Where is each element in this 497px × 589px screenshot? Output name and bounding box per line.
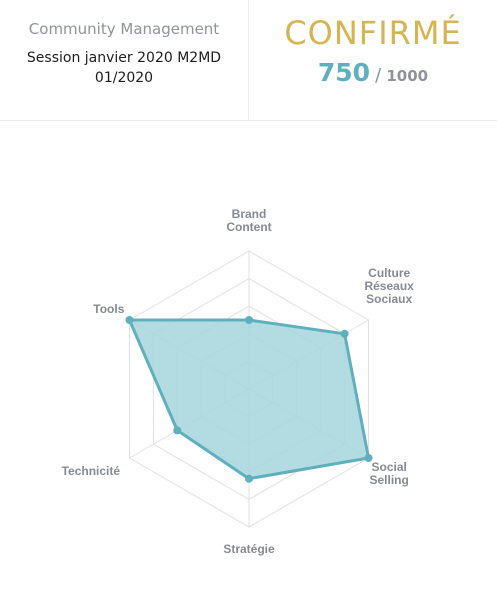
data-point xyxy=(245,316,253,324)
score-separator: / xyxy=(375,65,382,86)
axis-label: Technicité xyxy=(62,464,121,478)
radar-series xyxy=(125,316,373,483)
axis-label: Selling xyxy=(369,473,408,487)
axis-label: Réseaux xyxy=(364,279,414,293)
series-area xyxy=(127,318,371,481)
data-point xyxy=(340,329,349,338)
radar-chart: BrandContentCultureRéseauxSociauxSocialS… xyxy=(62,207,415,556)
axis-label: Stratégie xyxy=(223,542,275,556)
header: Community Management Session janvier 202… xyxy=(0,0,497,121)
data-point xyxy=(125,316,134,324)
score-info: CONFIRMÉ 750 / 1000 xyxy=(249,0,497,120)
score-value: 750 xyxy=(317,58,371,87)
data-point xyxy=(245,474,253,483)
session-name: Session janvier 2020 M2MD 01/2020 xyxy=(6,48,242,88)
data-point xyxy=(364,454,373,462)
axis-label: Culture xyxy=(368,266,410,280)
radar-axis-labels: BrandContentCultureRéseauxSociauxSocialS… xyxy=(62,207,415,556)
header-divider xyxy=(248,0,249,120)
axis-label: Sociaux xyxy=(366,292,412,306)
course-category: Community Management xyxy=(28,20,220,38)
session-date: 01/2020 xyxy=(94,70,154,86)
axis-label: Tools xyxy=(93,302,124,316)
score-max: 1000 xyxy=(386,67,429,85)
axis-label: Content xyxy=(226,220,271,234)
course-info: Community Management Session janvier 202… xyxy=(0,0,248,120)
axis-label: Brand xyxy=(232,207,267,221)
axis-label: Social xyxy=(371,460,406,474)
data-point xyxy=(173,426,182,435)
score-line: 750 / 1000 xyxy=(249,58,497,87)
level-badge: CONFIRMÉ xyxy=(284,14,462,52)
session-title: Session janvier 2020 M2MD xyxy=(26,50,222,66)
